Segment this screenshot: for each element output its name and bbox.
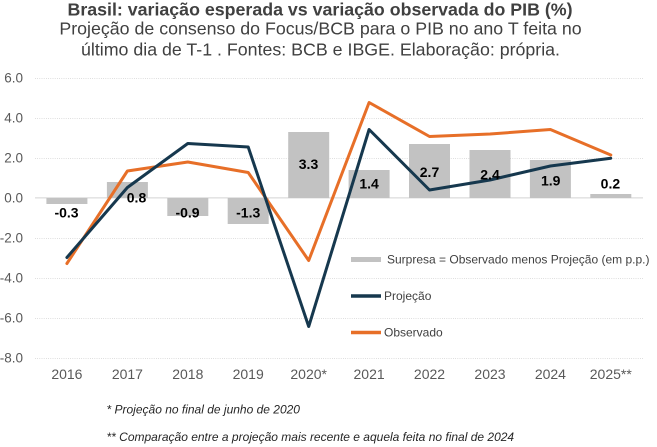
svg-text:-6.0: -6.0: [0, 311, 23, 326]
svg-text:2017: 2017: [112, 366, 143, 382]
svg-text:-8.0: -8.0: [0, 351, 23, 366]
svg-text:* Projeção no final de junho d: * Projeção no final de junho de 2020: [107, 403, 301, 417]
svg-text:2016: 2016: [51, 366, 82, 382]
svg-text:último dia de T-1 . Fontes: BC: último dia de T-1 . Fontes: BCB e IBGE. …: [81, 40, 560, 60]
svg-text:2.0: 2.0: [4, 151, 23, 166]
svg-text:-1.3: -1.3: [236, 205, 260, 221]
svg-text:6.0: 6.0: [4, 71, 23, 86]
svg-text:2024: 2024: [535, 366, 566, 382]
svg-text:0.8: 0.8: [127, 189, 147, 205]
svg-text:Brasil: variação esperada vs v: Brasil: variação esperada vs variação ob…: [67, 0, 572, 19]
svg-text:Surpresa = Observado menos Pro: Surpresa = Observado menos Projeção (em …: [387, 253, 649, 267]
svg-text:2020*: 2020*: [290, 366, 327, 382]
svg-text:-0.9: -0.9: [175, 204, 199, 220]
svg-text:-0.3: -0.3: [54, 204, 78, 220]
svg-text:0.2: 0.2: [601, 175, 621, 191]
svg-text:-2.0: -2.0: [0, 231, 23, 246]
svg-text:0.0: 0.0: [4, 191, 23, 206]
svg-text:2018: 2018: [172, 366, 203, 382]
svg-text:2022: 2022: [414, 366, 445, 382]
svg-text:2019: 2019: [233, 366, 264, 382]
svg-text:-4.0: -4.0: [0, 271, 23, 286]
svg-text:2025**: 2025**: [590, 366, 633, 382]
svg-text:1.4: 1.4: [359, 176, 379, 192]
svg-text:2023: 2023: [474, 366, 505, 382]
svg-text:1.9: 1.9: [541, 172, 561, 188]
svg-text:2.7: 2.7: [420, 164, 440, 180]
svg-text:2021: 2021: [354, 366, 385, 382]
svg-text:3.3: 3.3: [299, 156, 319, 172]
svg-text:2.4: 2.4: [480, 167, 500, 183]
svg-text:** Comparação entre a projeção: ** Comparação entre a projeção mais rece…: [107, 430, 515, 444]
svg-text:Projeção de consenso do Focus/: Projeção de consenso do Focus/BCB para o…: [59, 19, 581, 39]
svg-text:Projeção: Projeção: [384, 289, 432, 303]
svg-text:4.0: 4.0: [4, 111, 23, 126]
svg-text:Observado: Observado: [384, 326, 443, 340]
